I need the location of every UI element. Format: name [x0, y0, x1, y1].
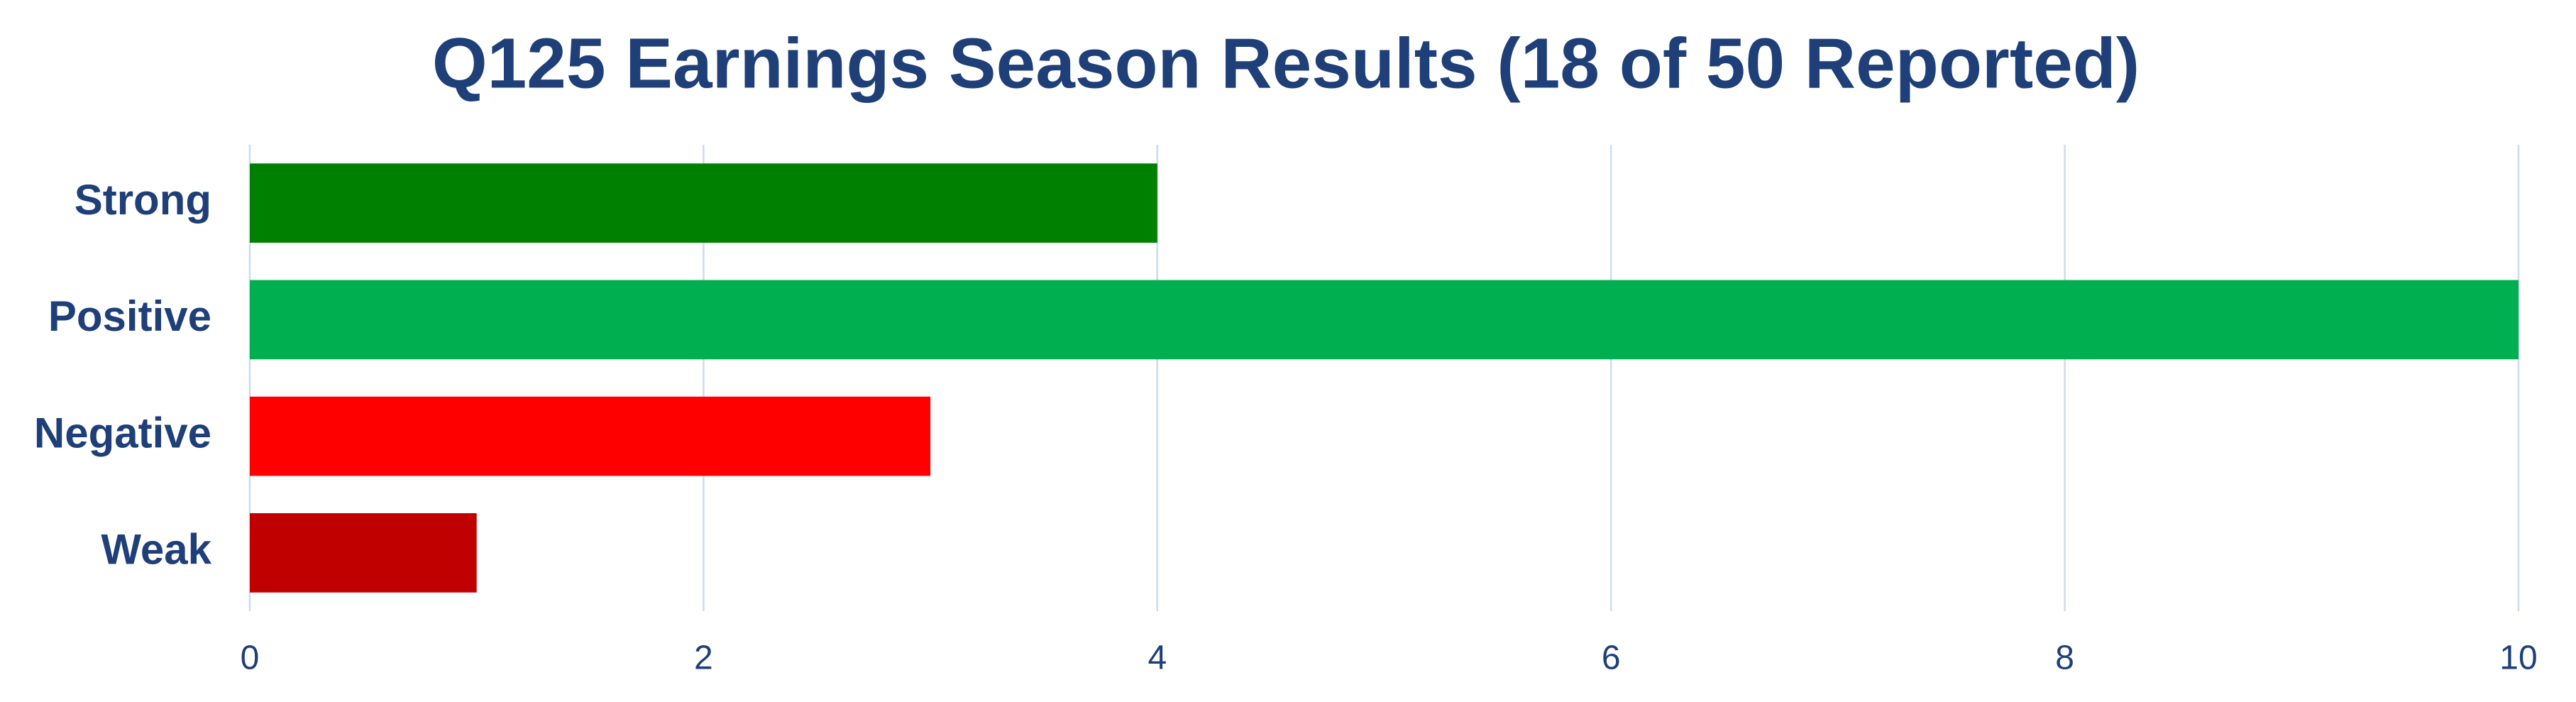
x-tick-label: 10	[2499, 640, 2537, 677]
x-tick-label: 4	[1147, 640, 1167, 677]
bar	[250, 396, 931, 476]
x-tick-label: 6	[1602, 640, 1621, 677]
y-tick-label: Strong	[75, 176, 211, 224]
x-tick-label: 2	[694, 640, 713, 677]
bar	[250, 513, 477, 593]
bar	[250, 280, 2519, 360]
x-tick-label: 8	[2055, 640, 2074, 677]
y-tick-label: Negative	[34, 409, 211, 456]
bar	[250, 163, 1157, 243]
y-tick-label: Positive	[48, 292, 211, 340]
x-tick-label: 0	[241, 640, 260, 677]
chart-title: Q125 Earnings Season Results (18 of 50 R…	[432, 23, 2140, 103]
y-tick-label: Weak	[101, 526, 211, 574]
